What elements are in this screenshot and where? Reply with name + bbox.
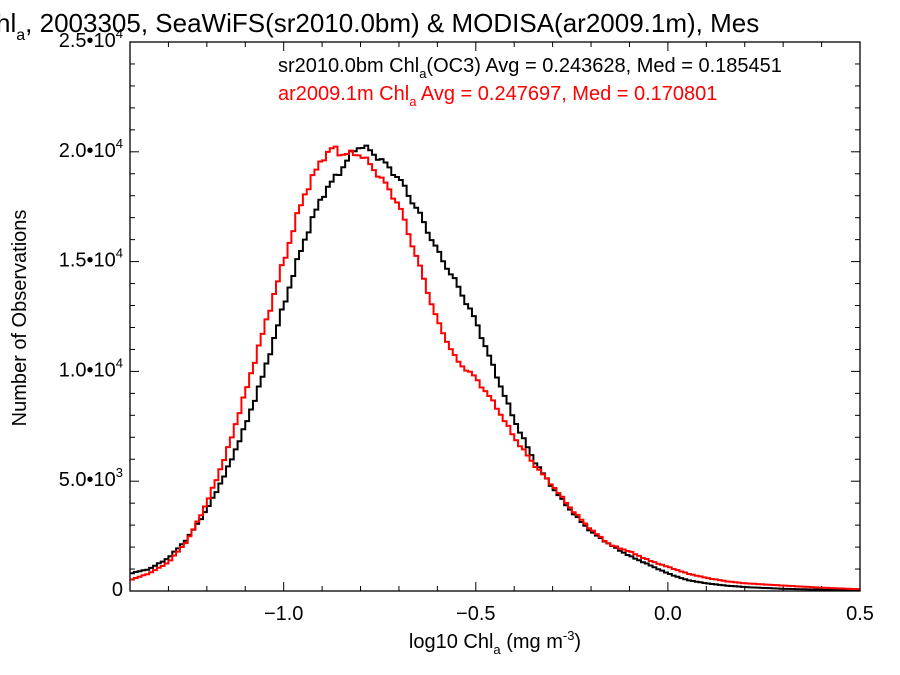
series-line-sr — [130, 144, 860, 592]
x-tick-label: −1.0 — [264, 603, 303, 625]
y-tick-label: 5.0•103 — [59, 465, 123, 491]
legend: sr2010.0bm Chla(OC3) Avg = 0.243628, Med… — [278, 55, 782, 109]
y-tick-label: 1.0•104 — [59, 355, 123, 381]
chart-title: hla, 2003305, SeaWiFS(sr2010.0bm) & MODI… — [0, 8, 759, 44]
x-tick-label: 0.0 — [654, 603, 682, 625]
y-tick-label: 0 — [112, 579, 123, 601]
series-layer — [130, 144, 860, 592]
legend-entry-sr: sr2010.0bm Chla(OC3) Avg = 0.243628, Med… — [278, 55, 782, 81]
x-axis-label: log10 Chla (mg m-3) — [409, 628, 581, 657]
y-tick-labels: 0 5.0•103 1.0•104 1.5•104 2.0•104 2.5•104 — [59, 26, 123, 601]
plot-frame — [129, 41, 861, 592]
y-tick-label: 2.5•104 — [59, 26, 123, 52]
x-tick-label: −0.5 — [456, 603, 495, 625]
x-tick-label: 0.5 — [846, 603, 874, 625]
legend-entry-ar: ar2009.1m Chla Avg = 0.247697, Med = 0.1… — [278, 83, 717, 109]
axis-ticks — [129, 41, 861, 592]
y-tick-label: 1.5•104 — [59, 246, 123, 272]
y-tick-label: 2.0•104 — [59, 136, 123, 162]
x-tick-labels: −1.0 −0.5 0.0 0.5 — [264, 603, 874, 625]
series-line-ar — [130, 145, 860, 591]
y-axis-label: Number of Observations — [9, 210, 31, 427]
